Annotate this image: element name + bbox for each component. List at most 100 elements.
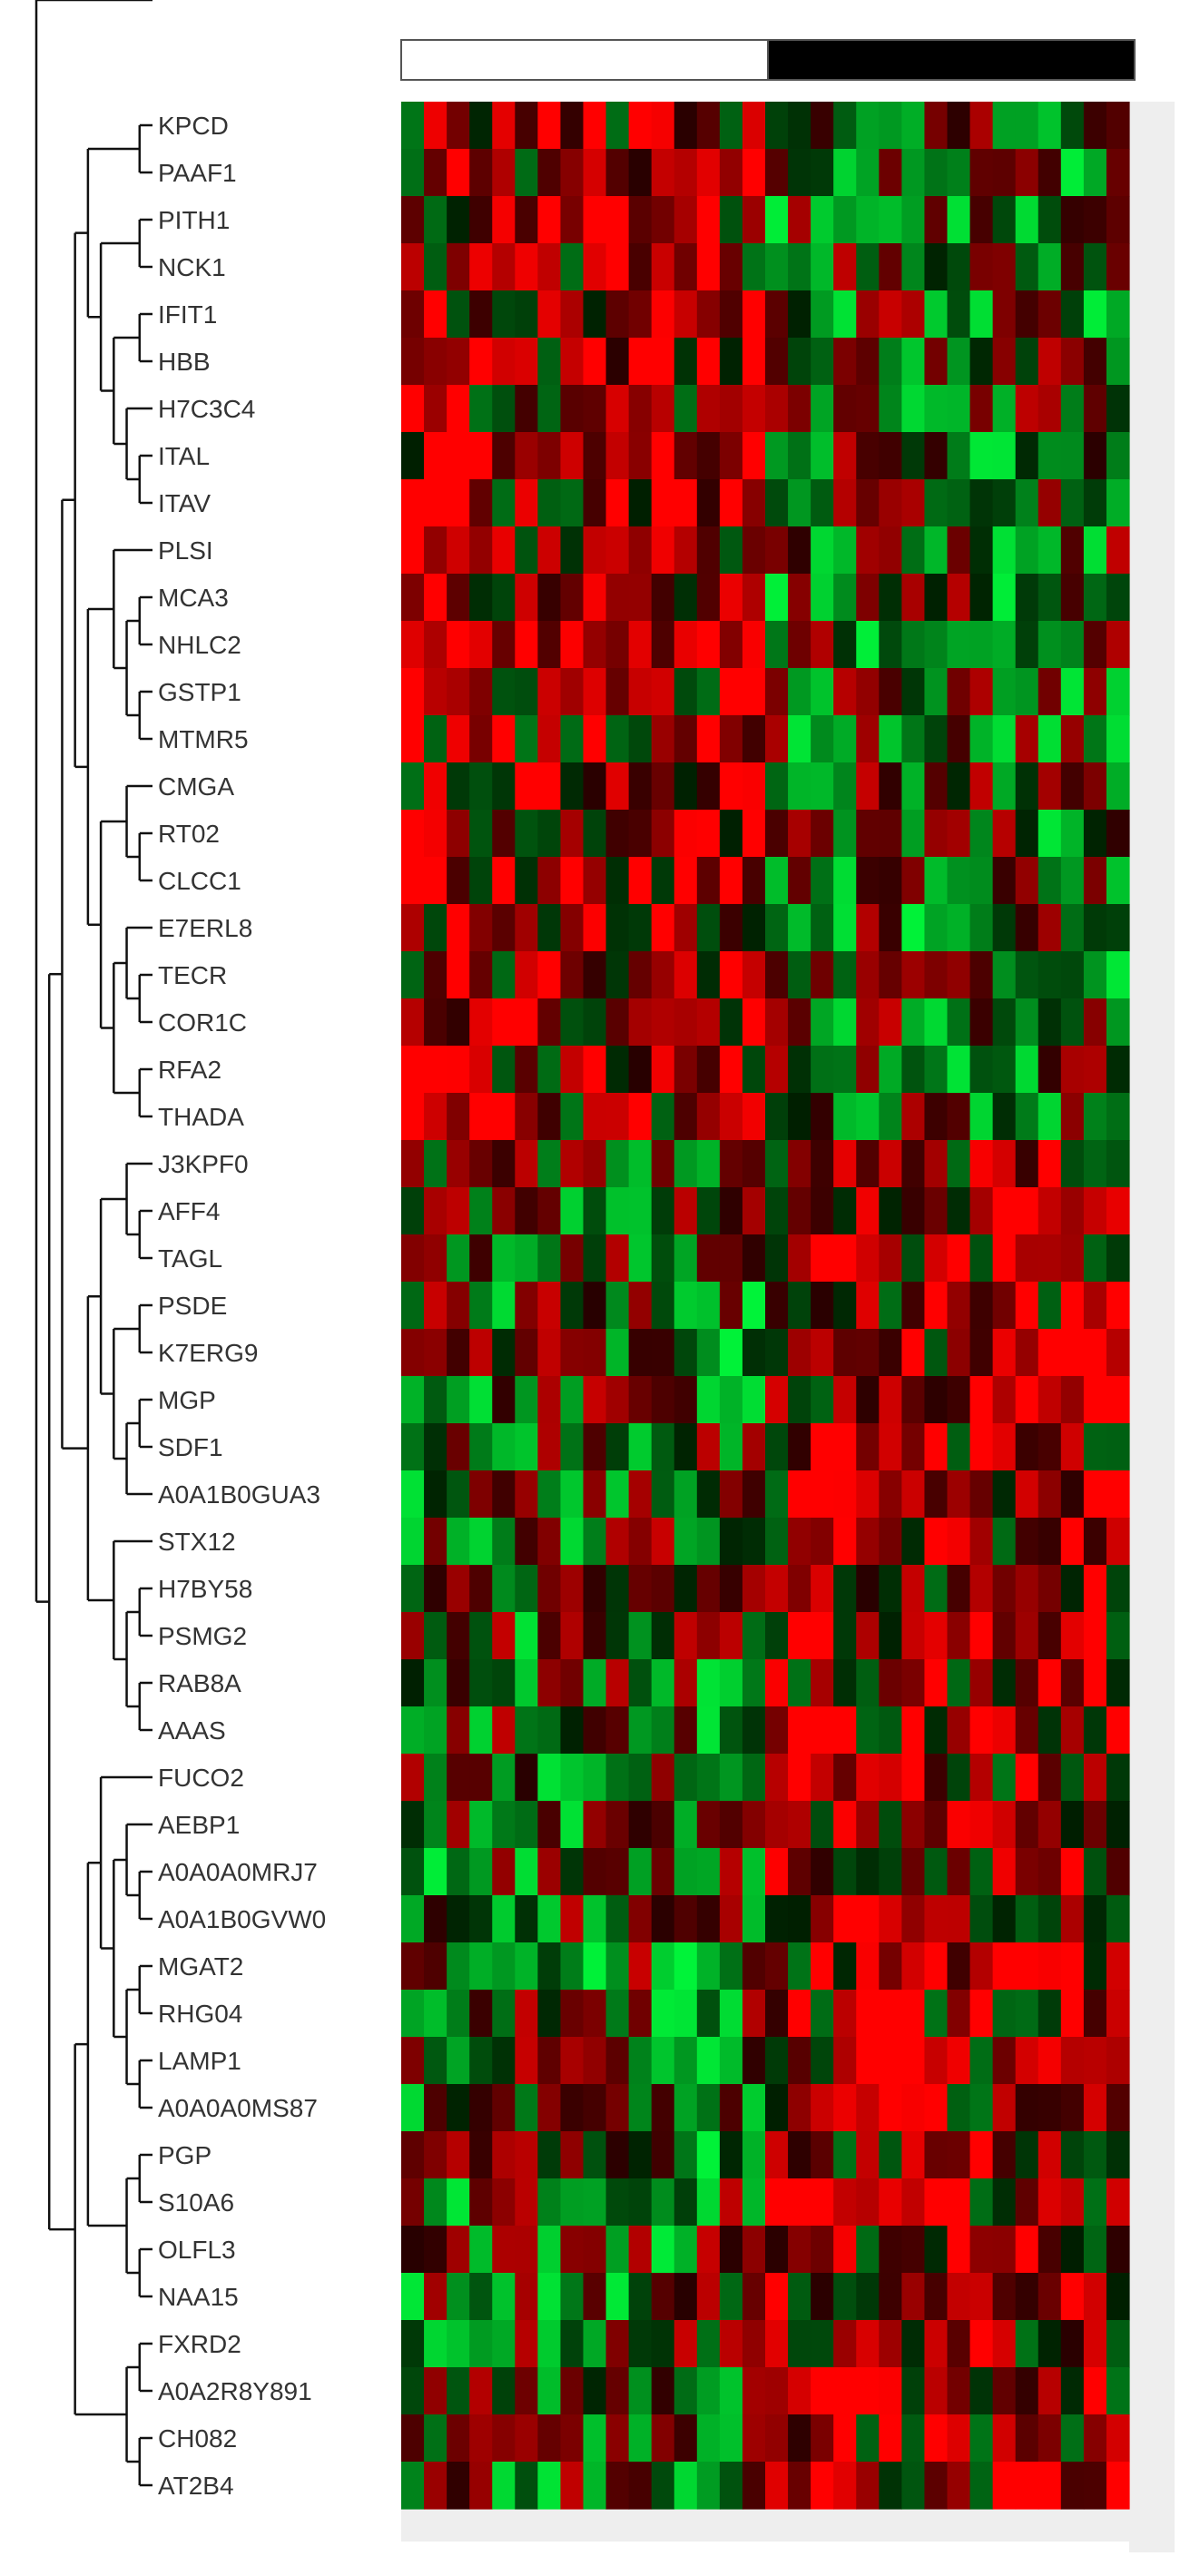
heatmap-cell — [583, 1140, 607, 1188]
heatmap-cell — [924, 762, 949, 811]
heatmap-cell — [537, 1801, 562, 1849]
heatmap-cell — [811, 951, 834, 999]
heatmap-cell — [651, 1612, 675, 1660]
heatmap-cell — [560, 1423, 585, 1471]
heatmap-cell — [947, 290, 971, 339]
row-label: CH082 — [158, 2424, 237, 2453]
heatmap-cell — [833, 621, 857, 669]
heatmap-cell — [696, 2320, 721, 2368]
heatmap-cell — [1083, 1801, 1107, 1849]
heatmap-cell — [424, 762, 447, 811]
heatmap-cell — [651, 2414, 675, 2463]
heatmap-cell — [492, 2367, 516, 2415]
heatmap-cell — [1038, 1754, 1062, 1802]
heatmap-cell — [924, 243, 949, 291]
heatmap-cell — [515, 2226, 538, 2274]
heatmap-cell — [719, 149, 743, 197]
heatmap-cell — [401, 1659, 425, 1707]
heatmap-cell — [1060, 668, 1085, 716]
heatmap-cell — [947, 762, 971, 811]
heatmap-cell — [1060, 1706, 1085, 1755]
heatmap-cell — [1038, 1140, 1062, 1188]
heatmap-cell — [696, 2462, 721, 2510]
heatmap-cell — [969, 2273, 994, 2321]
heatmap-cell — [901, 2320, 926, 2368]
heatmap-cell — [469, 196, 493, 244]
heatmap-cell — [788, 290, 811, 339]
heatmap-cell — [628, 432, 653, 480]
heatmap-cell — [583, 1093, 607, 1141]
heatmap-cell — [833, 998, 857, 1047]
heatmap-cell — [674, 196, 698, 244]
heatmap-cell — [1106, 1895, 1130, 1943]
heatmap-cell — [605, 432, 630, 480]
heatmap-cell — [1106, 102, 1130, 150]
heatmap-cell — [515, 2131, 538, 2179]
heatmap-cell — [401, 574, 425, 622]
heatmap-cell — [492, 1706, 516, 1755]
heatmap-cell — [674, 1282, 698, 1330]
heatmap-cell — [560, 1659, 585, 1707]
heatmap-cell — [537, 621, 562, 669]
heatmap-cell — [537, 479, 562, 527]
heatmap-cell — [924, 1848, 949, 1896]
heatmap-cell — [719, 1470, 743, 1519]
row-label: MGP — [158, 1386, 216, 1414]
row-label: A0A1B0GVW0 — [158, 1905, 326, 1933]
heatmap-cell — [492, 1187, 516, 1235]
heatmap-cell — [537, 1046, 562, 1094]
heatmap-cell — [742, 1706, 766, 1755]
heatmap-cell — [447, 2462, 470, 2510]
heatmap-cell — [447, 1848, 470, 1896]
heatmap-cell — [879, 1376, 902, 1424]
heatmap-cell — [811, 1848, 834, 1896]
heatmap-cell — [856, 102, 880, 150]
heatmap-cell — [969, 1706, 994, 1755]
heatmap-cell — [719, 621, 743, 669]
heatmap-cell — [879, 810, 902, 858]
heatmap-cell — [469, 810, 493, 858]
heatmap-cell — [469, 998, 493, 1047]
heatmap-cell — [560, 1470, 585, 1519]
heatmap-cell — [833, 1801, 857, 1849]
heatmap-cell — [492, 1140, 516, 1188]
heatmap-cell — [424, 1612, 447, 1660]
row-label: ITAL — [158, 442, 210, 470]
heatmap-cell — [1038, 2178, 1062, 2227]
heatmap-cell — [560, 1706, 585, 1755]
heatmap-cell — [651, 2178, 675, 2227]
heatmap-cell — [947, 904, 971, 952]
heatmap-cell — [742, 149, 766, 197]
heatmap-cell — [424, 526, 447, 575]
heatmap-cell — [1015, 2226, 1039, 2274]
heatmap-cell — [1060, 762, 1085, 811]
heatmap-cell — [742, 526, 766, 575]
heatmap-cell — [969, 715, 994, 763]
heatmap-cell — [1106, 243, 1130, 291]
heatmap-cell — [742, 2131, 766, 2179]
heatmap-cell — [947, 1565, 971, 1613]
heatmap-cell — [811, 1612, 834, 1660]
heatmap-cell — [856, 2131, 880, 2179]
heatmap-cell — [856, 1942, 880, 1991]
heatmap-cell — [560, 1187, 585, 1235]
heatmap-cell — [696, 385, 721, 433]
heatmap-cell — [901, 2084, 926, 2132]
heatmap-cell — [696, 574, 721, 622]
heatmap-cell — [765, 149, 789, 197]
heatmap-cell — [651, 479, 675, 527]
heatmap-cell — [719, 2414, 743, 2463]
heatmap-cell — [447, 2178, 470, 2227]
heatmap-cell — [605, 2131, 630, 2179]
heatmap-cell — [1060, 102, 1085, 150]
heatmap-cell — [833, 2178, 857, 2227]
heatmap-cell — [924, 526, 949, 575]
heatmap-cell — [492, 1565, 516, 1613]
heatmap-cell — [969, 1376, 994, 1424]
heatmap-cell — [560, 762, 585, 811]
heatmap-cell — [811, 762, 834, 811]
heatmap-cell — [833, 102, 857, 150]
heatmap-cell — [924, 102, 949, 150]
heatmap-cell — [674, 810, 698, 858]
heatmap-cell — [765, 2367, 789, 2415]
